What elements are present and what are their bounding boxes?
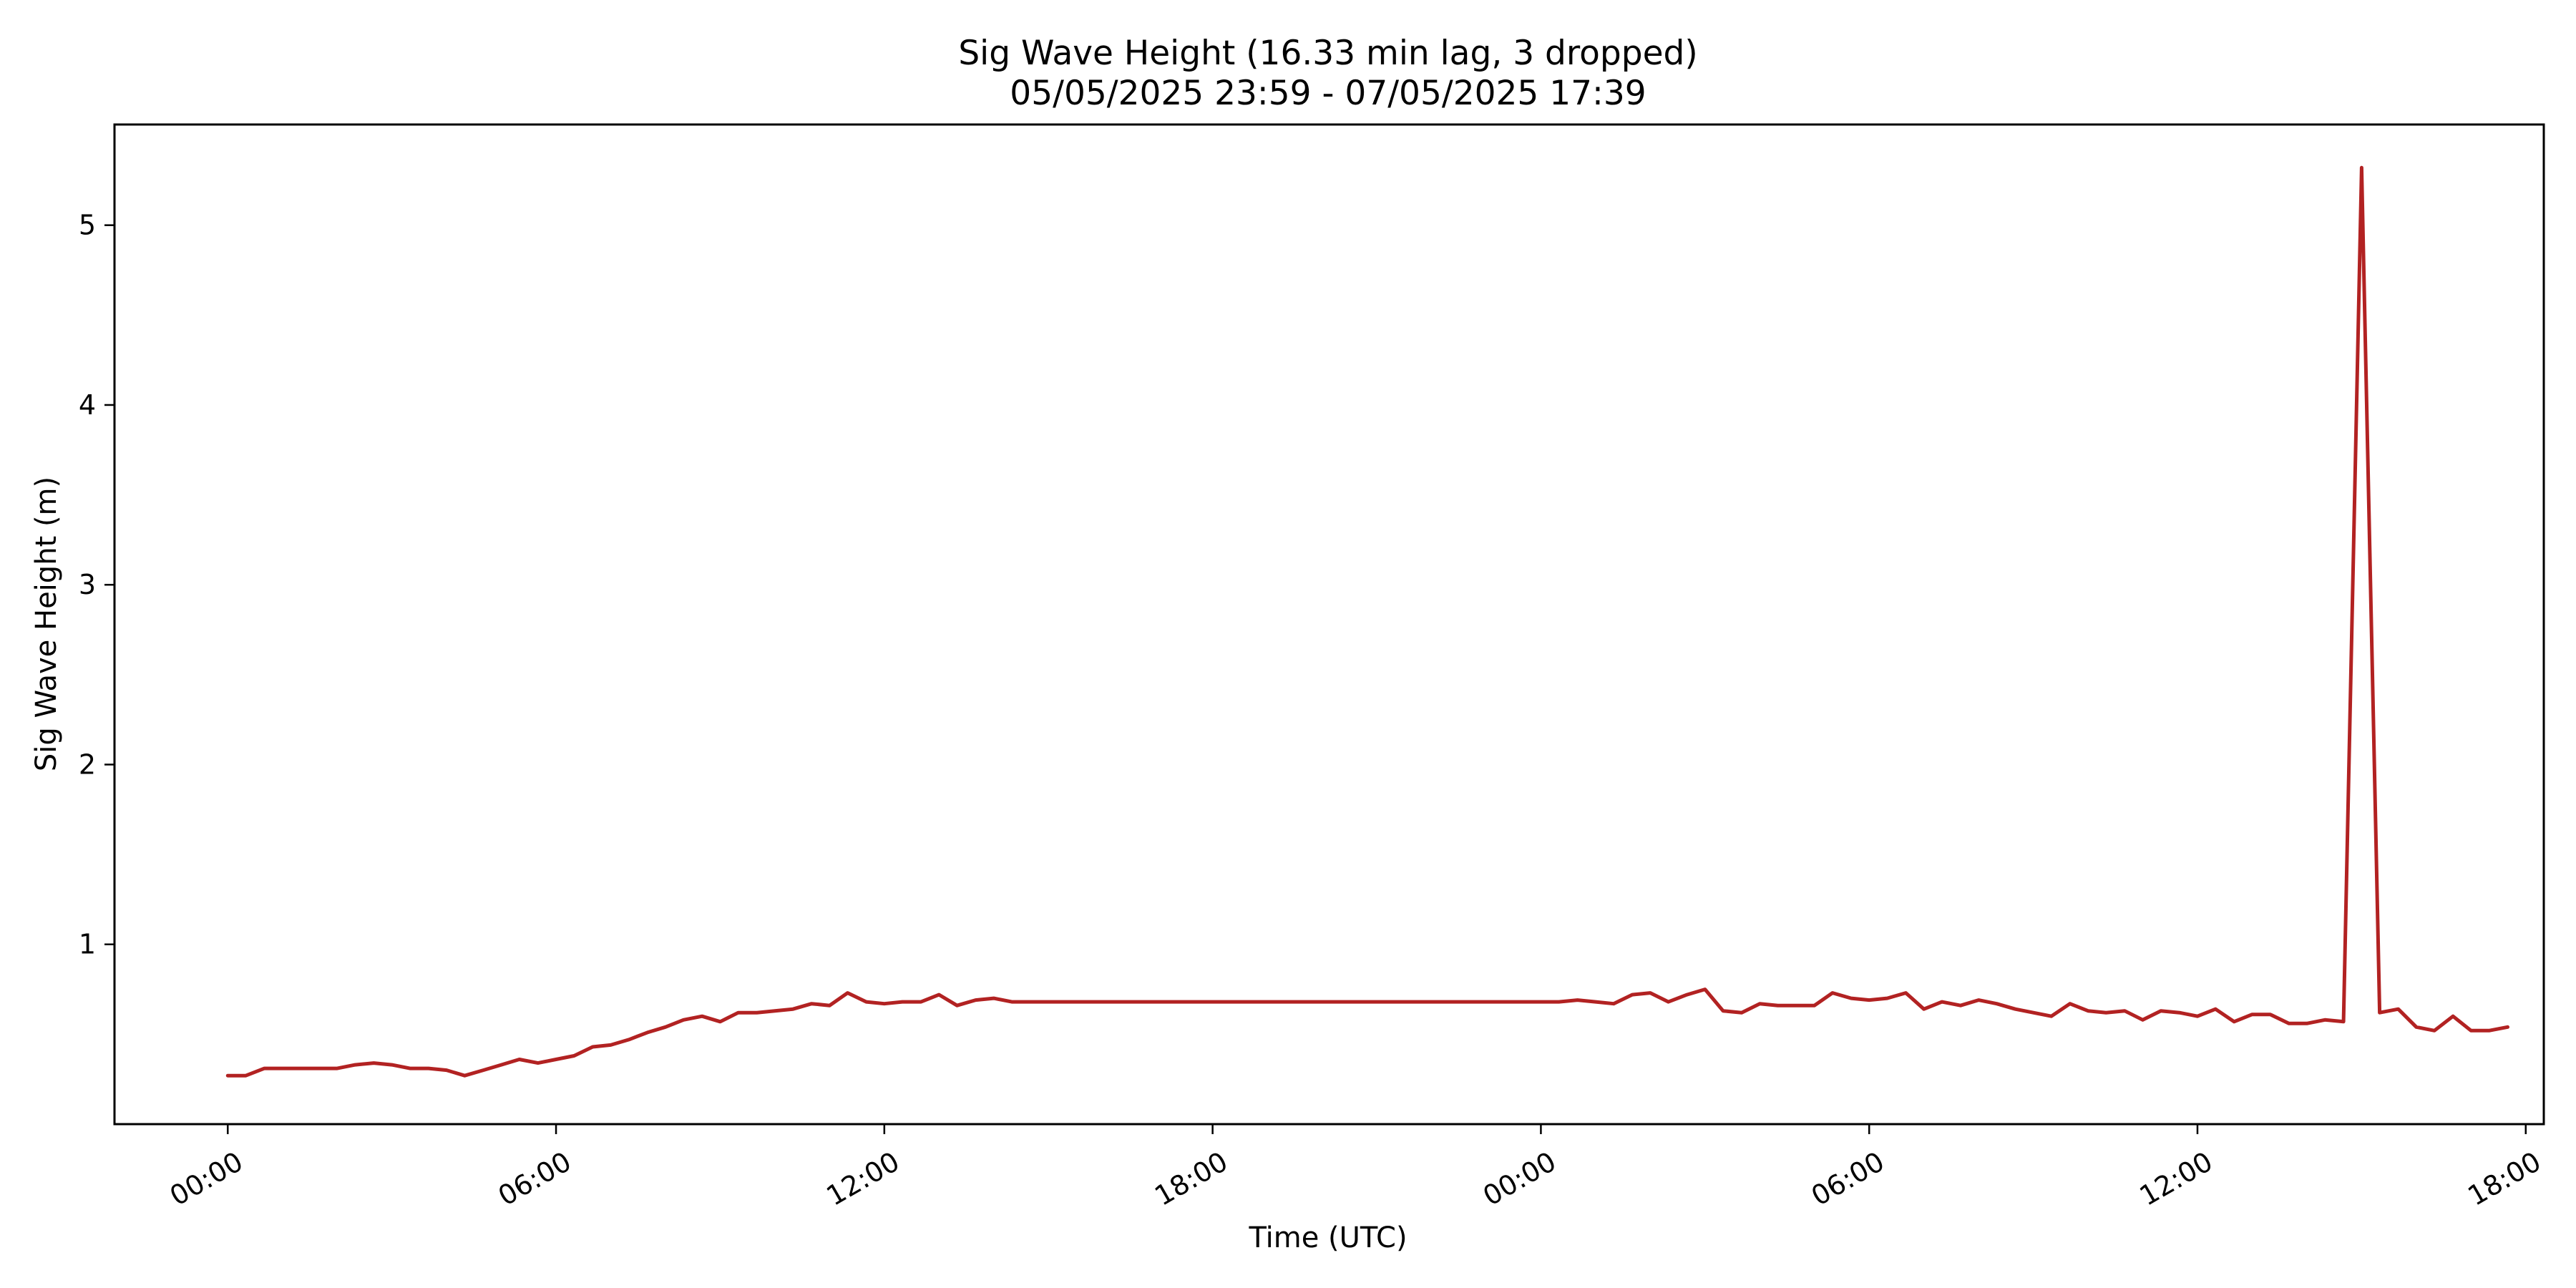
x-axis-label: Time (UTC) — [1248, 1221, 1407, 1254]
y-tick-label: 5 — [79, 210, 96, 241]
y-tick-label: 2 — [79, 748, 96, 780]
y-tick-label: 4 — [79, 389, 96, 421]
y-axis-label: Sig Wave Height (m) — [30, 477, 63, 771]
y-tick-label: 1 — [79, 929, 96, 960]
chart-subtitle: 05/05/2025 23:59 - 07/05/2025 17:39 — [1010, 74, 1646, 113]
y-axis-ticks: 1 2 3 4 5 — [79, 210, 114, 960]
sig-wave-height-line — [225, 165, 2509, 1078]
chart-title: Sig Wave Height (16.33 min lag, 3 droppe… — [958, 34, 1697, 73]
y-tick-label: 3 — [79, 569, 96, 600]
plot-area-frame — [113, 123, 2545, 1126]
